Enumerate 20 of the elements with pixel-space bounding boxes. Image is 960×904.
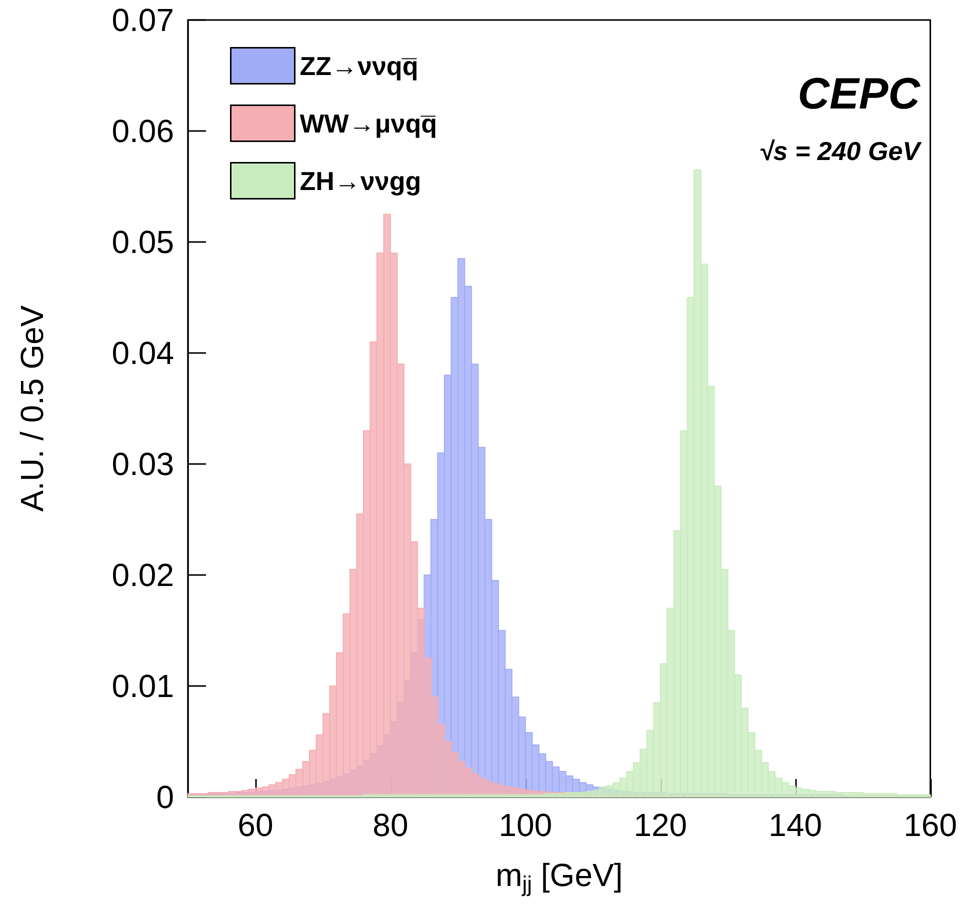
y-tick-label: 0.07: [112, 2, 174, 38]
x-tick-label: 140: [768, 807, 822, 843]
y-tick-label: 0.02: [112, 557, 174, 593]
y-tick-label: 0.04: [112, 335, 174, 371]
y-tick-label: 0.05: [112, 224, 174, 260]
y-tick-label: 0: [156, 779, 174, 815]
legend-label: WW→μνqq̅: [300, 108, 437, 138]
legend-label: ZH→ννgg: [300, 166, 422, 196]
y-tick-label: 0.03: [112, 446, 174, 482]
x-tick-label: 120: [634, 807, 688, 843]
x-tick-label: 100: [498, 807, 552, 843]
x-tick-label: 60: [238, 807, 274, 843]
x-tick-label: 80: [372, 807, 408, 843]
y-tick-label: 0.06: [112, 113, 174, 149]
legend-label: ZZ→ννqq̅: [300, 50, 418, 81]
y-axis-title: A.U. / 0.5 GeV: [14, 304, 50, 512]
x-tick-label: 160: [904, 807, 957, 843]
annotation: CEPC: [798, 70, 922, 118]
annotation: √s = 240 GeV: [759, 136, 923, 166]
y-tick-label: 0.01: [112, 668, 174, 704]
